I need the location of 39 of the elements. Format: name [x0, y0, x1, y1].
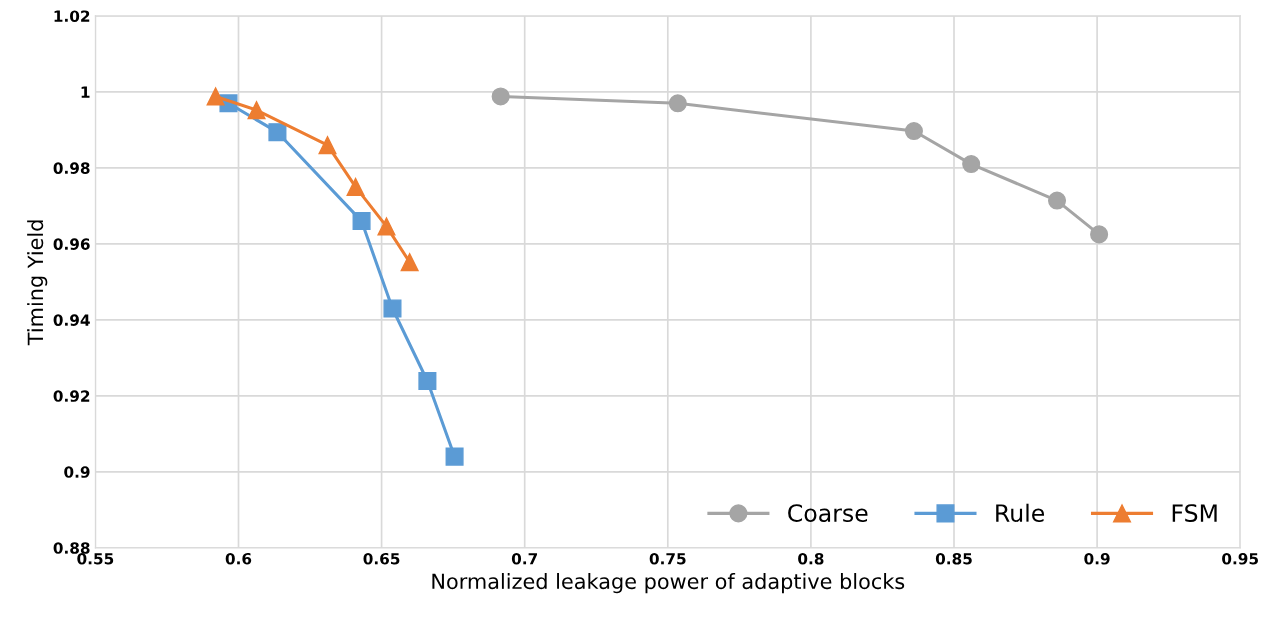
point	[206, 87, 225, 106]
point	[491, 87, 510, 106]
point	[377, 217, 396, 236]
point	[1090, 225, 1109, 244]
x-tick-label: 0.8	[798, 552, 824, 565]
point	[904, 122, 923, 141]
x-tick-label: 0.65	[363, 552, 400, 565]
x-tick-label: 0.75	[649, 552, 686, 565]
point	[318, 136, 337, 155]
legend-label: Coarse	[788, 504, 868, 522]
legend-label: FSM	[1172, 504, 1217, 522]
x-tick-label: 0.55	[77, 552, 114, 565]
x-tick-label: 0.7	[511, 552, 538, 565]
x-tick-label: 0.6	[225, 552, 252, 565]
point	[400, 253, 419, 272]
y-tick-label: 0.96	[53, 238, 90, 250]
point	[268, 123, 287, 142]
point	[668, 94, 687, 113]
y-tick-label: 1	[81, 86, 90, 98]
point	[247, 101, 266, 120]
y-tick-label: 0.9	[64, 466, 90, 478]
x-tick-label: 0.9	[1084, 552, 1110, 565]
point	[418, 372, 437, 391]
y-tick-label: 0.88	[53, 542, 90, 554]
x-tick-label: 0.85	[935, 552, 972, 565]
point	[962, 155, 981, 174]
x-tick-label: 0.95	[1222, 552, 1258, 565]
point	[383, 299, 402, 318]
point	[1048, 191, 1067, 210]
y-tick-label: 1.02	[54, 10, 90, 22]
point	[445, 447, 464, 466]
y-tick-label: 0.94	[53, 314, 90, 326]
y-axis-title: Timing Yield	[27, 220, 48, 346]
legend-label: Rule	[996, 503, 1045, 522]
x-axis-title: Normalized leakage power of adaptive blocks	[432, 573, 905, 594]
point	[352, 212, 371, 231]
point	[346, 177, 365, 196]
y-tick-label: 0.92	[53, 390, 90, 402]
y-tick-label: 0.98	[53, 162, 90, 174]
